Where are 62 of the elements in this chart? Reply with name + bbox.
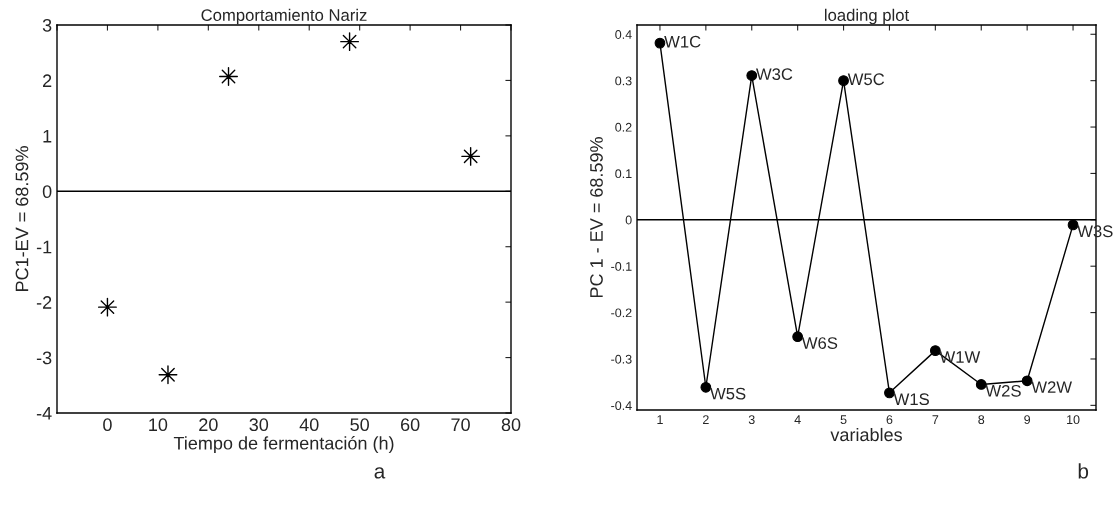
y-tick-label: -1 [36, 240, 52, 254]
x-tick-label: 50 [350, 418, 369, 432]
y-tick-label: -0.1 [611, 262, 632, 271]
chart-title: Comportamiento Nariz [201, 8, 367, 25]
y-tick-label: -0.3 [611, 354, 632, 364]
y-axis-title: PC 1 - EV = 68.59% [590, 137, 603, 298]
annotation: W5S [710, 387, 746, 400]
x-tick-label: 10 [1067, 415, 1080, 425]
y-tick-label: -0.2 [611, 308, 632, 318]
point [975, 379, 987, 390]
y-tick-label: -4 [36, 407, 52, 420]
point [700, 381, 712, 393]
x-tick-label: 20 [199, 418, 218, 432]
y-tick-label: 2 [43, 74, 52, 87]
x-tick-label: 30 [249, 418, 269, 432]
point [929, 345, 941, 357]
annotation: W6S [801, 337, 838, 349]
y-tick-label: -3 [36, 351, 52, 365]
x-tick-label: 80 [501, 418, 521, 432]
text: b [1078, 463, 1089, 479]
x-tick-label: 9 [1024, 415, 1031, 425]
y-tick-label: 0.3 [615, 76, 632, 86]
y-tick-label: 0 [625, 215, 632, 225]
x-tick-label: 7 [932, 415, 939, 424]
y-tick-label: 1 [43, 129, 52, 143]
annotation: W1C [664, 35, 701, 48]
point [97, 297, 117, 317]
annotation: W1S [893, 393, 929, 406]
point [1021, 375, 1033, 387]
y-tick-label: 0.1 [615, 169, 632, 179]
x-axis-title: Tiempo de fermentación (h) [173, 436, 394, 454]
y-tick-label: 0.2 [615, 122, 632, 132]
x-tick-label: 2 [703, 415, 709, 424]
x-axis-title: variables [830, 427, 902, 442]
point [1067, 219, 1079, 231]
annotation: W3C [755, 68, 793, 81]
point [838, 75, 849, 87]
point [884, 387, 895, 399]
x-tick-label: 1 [657, 415, 663, 424]
y-tick-label: -2 [36, 296, 52, 309]
point [792, 331, 804, 343]
point [158, 365, 178, 385]
annotation: W5C [847, 73, 885, 86]
x-tick-label: 8 [978, 415, 985, 425]
y-tick-label: 3 [42, 18, 52, 32]
y-tick-label: -0.4 [611, 401, 632, 411]
y-axis-title: PC1-EV = 68.59% [15, 146, 29, 292]
x-tick-label: 5 [840, 415, 847, 425]
x-tick-label: 0 [103, 418, 112, 432]
y-tick-label: 0 [42, 185, 52, 199]
x-tick-label: 60 [400, 418, 420, 432]
y-tick-label: 0.4 [615, 30, 632, 39]
x-tick-label: 6 [886, 415, 893, 425]
x-tick-label: 3 [748, 415, 755, 425]
chart-title: loading plot [825, 8, 910, 25]
x-tick-label: 70 [451, 418, 470, 432]
annotation: W2W [1031, 381, 1072, 393]
annotation: W2S [985, 384, 1021, 397]
x-tick-label: 10 [149, 418, 168, 432]
x-tick-label: 40 [299, 418, 319, 432]
text: a [374, 467, 386, 479]
x-tick-label: 4 [794, 415, 801, 424]
